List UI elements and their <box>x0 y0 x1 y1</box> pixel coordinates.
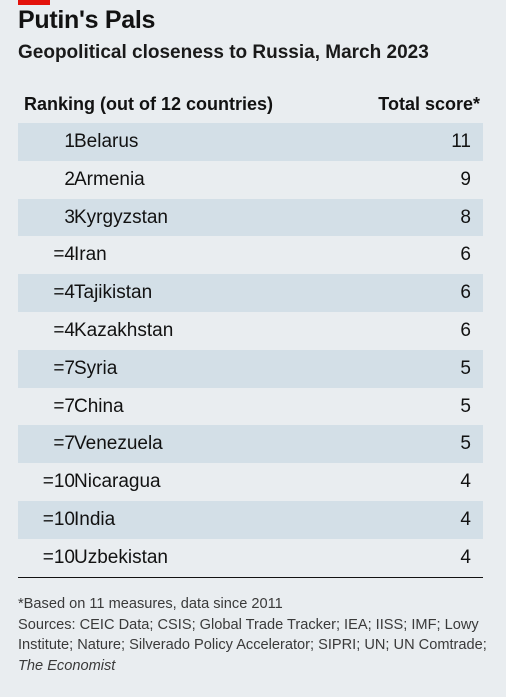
score-cell: 5 <box>460 395 471 417</box>
table-row: =7 Syria 5 <box>18 349 483 388</box>
table-row: 3 Kyrgyzstan 8 <box>18 198 483 237</box>
score-cell: 6 <box>460 244 471 266</box>
table-row: =10 India 4 <box>18 500 483 539</box>
country-cell: Iran <box>74 244 107 266</box>
score-cell: 11 <box>451 131 471 152</box>
country-cell: India <box>74 508 116 530</box>
country-cell: Kazakhstan <box>74 319 174 341</box>
score-cell: 9 <box>460 168 471 190</box>
country-cell: Syria <box>74 357 118 379</box>
country-cell: Uzbekistan <box>74 546 168 568</box>
footnote-sources: Sources: CEIC Data; CSIS; Global Trade T… <box>18 615 488 677</box>
table-row: =4 Kazakhstan 6 <box>18 312 483 350</box>
footnote-note: *Based on 11 measures, data since 2011 <box>18 596 283 612</box>
score-cell: 4 <box>460 508 471 530</box>
rank-cell: =4 <box>53 244 75 266</box>
country-cell: Nicaragua <box>74 471 161 493</box>
table-row: 1 Belarus 11 <box>18 123 483 161</box>
score-cell: 4 <box>460 471 471 493</box>
table-row: =7 Venezuela 5 <box>18 425 483 464</box>
score-cell: 6 <box>460 319 471 341</box>
country-cell: Kyrgyzstan <box>74 206 168 228</box>
country-cell: Tajikistan <box>74 282 153 304</box>
table-row: =7 China 5 <box>18 388 483 426</box>
brand-tag <box>18 0 50 5</box>
country-cell: China <box>74 395 124 417</box>
rank-cell: =4 <box>53 282 75 304</box>
rank-cell: =10 <box>42 546 75 568</box>
table-row: =4 Iran 6 <box>18 236 483 274</box>
table-header: Ranking (out of 12 countries) Total scor… <box>18 91 483 124</box>
header-ranking: Ranking (out of 12 countries) <box>24 94 274 114</box>
rank-cell: =4 <box>53 319 75 341</box>
score-cell: 4 <box>460 546 471 568</box>
table-row: =10 Uzbekistan 4 <box>18 539 483 577</box>
rank-cell: 1 <box>64 131 75 152</box>
rank-cell: 2 <box>64 168 75 190</box>
country-cell: Belarus <box>74 131 139 152</box>
chart-subtitle: Geopolitical closeness to Russia, March … <box>18 42 429 63</box>
rank-cell: 3 <box>64 206 75 228</box>
sources-text: Sources: CEIC Data; CSIS; Global Trade T… <box>18 616 487 654</box>
rank-cell: =10 <box>42 471 75 493</box>
table-row: 2 Armenia 9 <box>18 161 483 199</box>
score-cell: 8 <box>460 206 471 228</box>
score-cell: 5 <box>460 357 471 379</box>
score-cell: 6 <box>460 282 471 304</box>
table-row: =10 Nicaragua 4 <box>18 463 483 501</box>
chart-title: Putin's Pals <box>18 6 156 34</box>
country-cell: Venezuela <box>74 433 163 455</box>
score-cell: 5 <box>460 433 471 455</box>
rank-cell: =7 <box>53 395 75 417</box>
table-body: 1 Belarus 11 2 Armenia 9 3 Kyrgyzstan 8 =4 Iran 6 =4… <box>18 123 483 578</box>
header-score: Total score* <box>378 94 480 114</box>
sources-publisher: The Economist <box>18 657 116 674</box>
rank-cell: =10 <box>42 508 75 530</box>
country-cell: Armenia <box>74 168 145 190</box>
rank-cell: =7 <box>53 357 75 379</box>
table-row: =4 Tajikistan 6 <box>18 274 483 312</box>
footnote: *Based on 11 measures, data since 2011 S… <box>18 594 488 676</box>
rank-cell: =7 <box>53 433 75 455</box>
